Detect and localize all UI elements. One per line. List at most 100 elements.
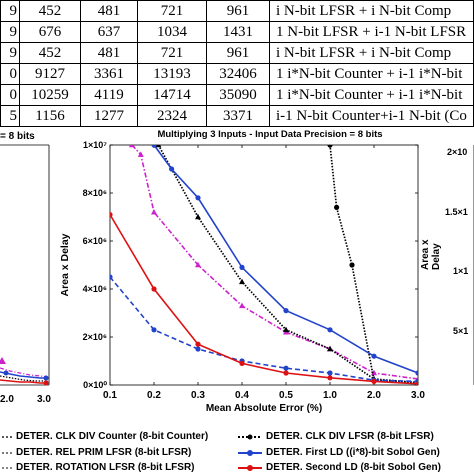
x-tick-label: 0.5 — [279, 390, 293, 401]
series-line-0 — [131, 145, 418, 380]
left-panel-marker-2 — [43, 375, 49, 381]
series-3-point-7 — [415, 370, 418, 376]
series-4-point-2 — [195, 346, 201, 352]
table-row: 9 676 637 1034 1431 1 N-bit LFSR + i-1 N-bit … — [0, 21, 474, 43]
x-tick-label: 0.3 — [191, 390, 205, 401]
x-tick-label: 1.0 — [323, 390, 337, 401]
left-panel-xtick-2: 2.0 — [0, 394, 14, 405]
series-0-point-4 — [239, 302, 245, 309]
series-5-point-7 — [415, 381, 418, 385]
series-2-point-3 — [283, 326, 289, 333]
legend-label-rotation-lfsr: DETER. ROTATION LFSR (8-bit LFSR) — [16, 462, 195, 473]
series-3-point-4 — [283, 308, 289, 314]
right-panel-ytick-1: 1×1 — [453, 266, 469, 276]
y-tick-label: 8×10⁶ — [83, 188, 107, 198]
left-partial-panel — [0, 144, 50, 386]
right-panel-ytick-5: 5×1 — [453, 326, 469, 336]
legend-marker-clk-div-lfsr — [247, 434, 253, 440]
y-tick-label: 2×10⁶ — [83, 332, 107, 342]
x-tick-label: 0.1 — [103, 390, 117, 401]
x-tick-label: 3.0 — [411, 390, 425, 401]
x-tick-label: 2.0 — [367, 390, 381, 401]
table-row: 9 452 481 721 961 i N-bit LFSR + i N-bit Comp — [0, 42, 474, 64]
right-panel-ytick-1-5: 1.5×1 — [445, 207, 468, 217]
legend-label-clk-div-lfsr: DETER. CLK DIV LFSR (8-bit LFSR) — [266, 431, 434, 442]
series-2-point-2 — [239, 278, 245, 285]
table-cell: 1 i*N-bit Counter + i-1 i*N-bit — [269, 84, 474, 106]
table-cell: i-1 N-bit Counter+i-1 N-bit (Co — [269, 105, 474, 127]
table-cell: 3371 — [206, 105, 270, 127]
series-3-point-2 — [195, 195, 201, 201]
x-axis-ticks: 0.1 0.2 0.3 0.4 0.5 1.0 2.0 3.0 — [103, 145, 425, 401]
series-3-point-5 — [327, 327, 333, 333]
legend-label-clk-div-counter: DETER. CLK DIV Counter (8-bit Counter) — [16, 431, 209, 442]
series-1-point-1 — [334, 204, 340, 210]
series-0-point-2 — [151, 209, 157, 215]
chart-title: Multiplying 3 Inputs - Input Data Precis… — [157, 129, 382, 140]
series-5-point-5 — [327, 375, 333, 381]
series-line-1 — [329, 145, 418, 384]
series-3-point-6 — [371, 353, 377, 359]
series-line-3 — [153, 145, 418, 374]
series-5-point-1 — [151, 286, 157, 292]
table-cell: 2324 — [137, 105, 207, 127]
series-0-point-3 — [195, 261, 201, 268]
series-5-point-6 — [371, 378, 377, 384]
table-cell: 637 — [80, 21, 138, 43]
series-3-point-3 — [239, 264, 245, 270]
series-line-4 — [110, 276, 418, 383]
legend-samples — [2, 434, 262, 471]
y-axis-ticks: 0×10⁰ 2×10⁶ 4×10⁶ 6×10⁶ 8×10⁶ 1×10⁷ — [83, 140, 418, 390]
y-tick-label: 1×10⁷ — [83, 140, 107, 150]
legend-marker-second-ld — [247, 465, 253, 471]
legend-label-second-ld: DETER. Second LD (8-bit Sobol Gen) — [266, 462, 441, 473]
table-cell: 452 — [19, 42, 81, 64]
series-0-point-7 — [371, 369, 377, 376]
series-5-point-4 — [283, 370, 289, 376]
series-0-point-0 — [129, 145, 135, 148]
series-5-point-0 — [110, 212, 113, 218]
legend-marker-first-ld — [247, 450, 253, 456]
left-panel-curve-black — [0, 375, 48, 382]
series-line-5 — [110, 214, 418, 385]
legend-label-rel-prim-lfsr: DETER. REL PRIM LFSR (8-bit LFSR) — [16, 447, 192, 458]
series-4-point-1 — [151, 327, 157, 333]
left-panel-marker-1 — [3, 370, 9, 376]
left-panel-xtick-3: 3.0 — [37, 394, 51, 405]
y-tick-label: 0×10⁰ — [83, 380, 107, 390]
y-axis-label: Area x Delay — [59, 233, 71, 296]
left-panel-marker-3 — [43, 380, 49, 386]
y-tick-label: 6×10⁶ — [83, 236, 107, 246]
table-cell: 1156 — [19, 105, 81, 127]
series-3-point-1 — [169, 166, 175, 172]
series-2-point-4 — [327, 345, 333, 352]
series-4-point-4 — [283, 365, 289, 371]
series-group — [110, 145, 418, 385]
plot-frame — [109, 144, 419, 386]
x-tick-label: 0.4 — [235, 390, 249, 401]
x-axis-label: Mean Absolute Error (%) — [206, 403, 322, 414]
left-panel-marker-4 — [0, 357, 6, 364]
y-tick-label: 4×10⁶ — [83, 284, 107, 294]
series-1-point-0 — [327, 145, 333, 148]
series-2-point-0 — [155, 145, 162, 148]
series-0-point-1 — [137, 151, 144, 157]
x-tick-label: 0.2 — [147, 390, 161, 401]
series-2-point-1 — [195, 213, 201, 220]
results-table: 9 452 481 721 961 i N-bit LFSR + i N-bit Comp… — [0, 0, 474, 127]
right-panel-ytick-2: 2×10 — [447, 147, 468, 157]
table-cell: 481 — [80, 42, 138, 64]
table-row: 5 1156 1277 2324 3371 i-1 N-bit Counter+i-1 N… — [0, 105, 474, 127]
table-row: 0 10259 4119 14714 35090 1 i*N-bit Counter + … — [0, 84, 474, 106]
series-1-point-2 — [349, 262, 355, 268]
left-panel-title-fragment: = 8 bits — [0, 131, 35, 142]
series-3-point-0 — [151, 145, 157, 148]
table-row: 0 9127 3361 13193 32406 1 i*N-bit Counter + i… — [0, 63, 474, 85]
series-4-point-5 — [327, 370, 333, 376]
table-cell: i N-bit LFSR + i N-bit Comp — [269, 42, 474, 64]
series-5-point-2 — [195, 341, 201, 347]
left-panel-curve-red — [0, 379, 48, 384]
left-panel-curve-magenta — [0, 367, 49, 378]
table-cell: 4119 — [80, 84, 138, 106]
